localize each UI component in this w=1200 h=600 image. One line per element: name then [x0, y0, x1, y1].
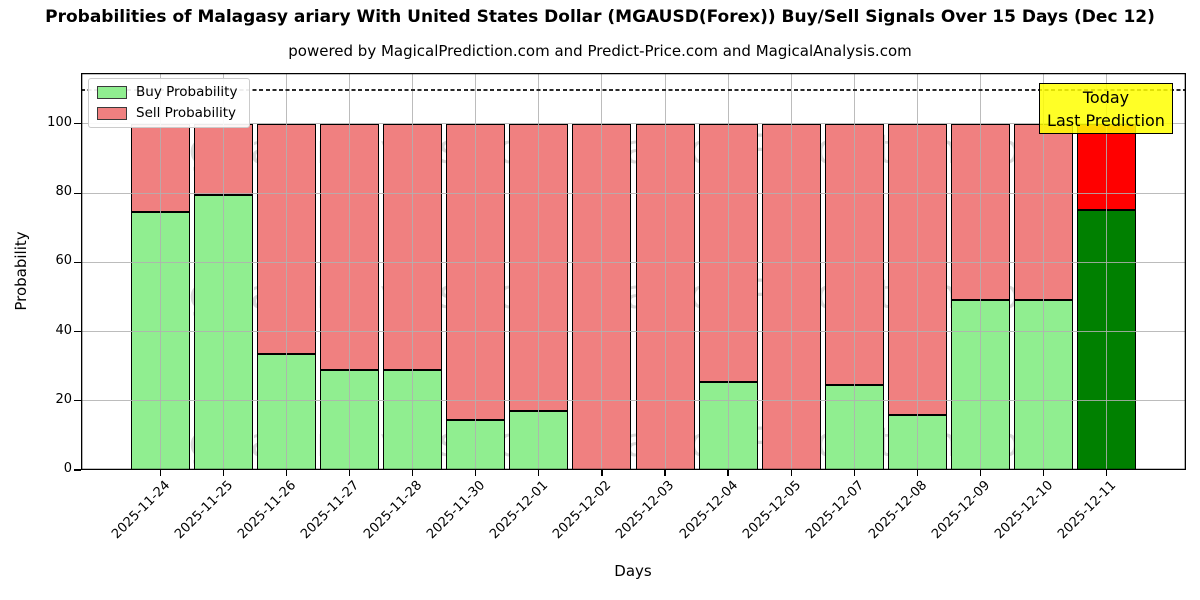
- x-tick-mark: [412, 470, 414, 476]
- gridline-vertical: [223, 73, 225, 470]
- x-tick-label-text: 2025-11-30: [424, 478, 489, 543]
- y-tick-mark: [74, 123, 81, 125]
- today-annotation-line1: Today: [1082, 87, 1130, 107]
- legend-swatch-sell-icon: [97, 106, 127, 120]
- x-tick-mark: [222, 470, 225, 476]
- x-tick-mark: [159, 470, 162, 476]
- y-tick-label: 40: [55, 322, 72, 338]
- y-tick-label: 20: [55, 391, 72, 407]
- cutoff-dashed-line: [81, 89, 1186, 91]
- gridline-vertical: [160, 73, 162, 470]
- gridline-vertical: [1042, 73, 1044, 470]
- gridline-vertical: [475, 73, 477, 470]
- x-tick-label-text: 2025-12-08: [865, 478, 930, 543]
- x-tick-mark: [286, 470, 288, 476]
- x-tick-label-text: 2025-12-02: [550, 478, 615, 543]
- y-tick-mark: [74, 261, 81, 263]
- gridline-horizontal: [81, 331, 1186, 333]
- gridline-vertical: [979, 73, 981, 470]
- chart-subtitle: powered by MagicalPrediction.com and Pre…: [288, 42, 912, 60]
- legend-item-sell: Sell Probability: [97, 105, 237, 121]
- gridline-vertical: [538, 73, 540, 470]
- x-tick-mark: [979, 470, 981, 476]
- today-annotation: Today Last Prediction: [1039, 83, 1173, 134]
- x-tick-mark: [1042, 470, 1044, 476]
- gridline-vertical: [853, 73, 855, 470]
- gridline-horizontal: [81, 123, 1186, 125]
- chart-title: Probabilities of Malagasy ariary With Un…: [45, 7, 1155, 27]
- y-tick-mark: [74, 330, 81, 333]
- y-tick-label: 80: [55, 184, 72, 200]
- x-tick-mark: [853, 470, 855, 476]
- y-tick-mark: [74, 400, 81, 402]
- x-tick-label-text: 2025-12-10: [991, 478, 1057, 543]
- x-tick-mark: [1105, 470, 1108, 476]
- x-tick-label-text: 2025-12-01: [487, 478, 552, 543]
- gridline-vertical: [601, 73, 603, 470]
- legend: Buy Probability Sell Probability: [88, 78, 251, 128]
- y-tick-label: 100: [47, 114, 72, 130]
- x-tick-label-text: 2025-11-27: [298, 478, 363, 543]
- plot-area: MagicalAnalysis.com MagicalPrediction.co…: [81, 73, 1186, 470]
- x-tick-label-text: 2025-12-04: [676, 478, 741, 543]
- gridline-vertical: [412, 73, 414, 470]
- x-tick-label-text: 2025-11-28: [361, 478, 426, 543]
- x-tick-label-text: 2025-11-26: [235, 478, 300, 543]
- x-tick-label-text: 2025-12-05: [739, 478, 804, 543]
- x-axis-label: Days: [614, 562, 652, 580]
- gridline-horizontal: [81, 400, 1186, 402]
- x-tick-mark: [538, 470, 540, 476]
- x-tick-label-text: 2025-12-03: [613, 478, 678, 543]
- x-tick-mark: [727, 470, 729, 476]
- gridline-horizontal: [81, 192, 1186, 194]
- x-tick-mark: [664, 470, 666, 476]
- x-tick-mark: [916, 470, 918, 476]
- x-tick-label-text: 2025-12-11: [1055, 478, 1120, 543]
- gridline-horizontal: [81, 261, 1186, 263]
- legend-swatch-buy-icon: [97, 85, 127, 99]
- legend-label-buy: Buy Probability: [136, 84, 238, 100]
- y-tick-mark: [74, 192, 81, 194]
- x-tick-label-text: 2025-12-07: [802, 478, 867, 543]
- y-tick-mark: [74, 469, 81, 471]
- x-tick-label-text: 2025-11-24: [109, 478, 174, 543]
- today-annotation-line2: Last Prediction: [1047, 110, 1165, 130]
- gridline-vertical: [727, 73, 729, 470]
- gridline-vertical: [916, 73, 918, 470]
- x-tick-mark: [601, 470, 603, 476]
- x-tick-mark: [790, 470, 792, 476]
- x-tick-label-text: 2025-12-09: [928, 478, 993, 543]
- x-tick-mark: [349, 470, 351, 476]
- x-tick-label-text: 2025-11-25: [172, 478, 237, 543]
- legend-item-buy: Buy Probability: [97, 84, 237, 100]
- legend-label-sell: Sell Probability: [136, 105, 237, 121]
- gridline-vertical: [790, 73, 792, 470]
- gridline-vertical: [1105, 73, 1107, 470]
- y-tick-label: 60: [55, 253, 72, 269]
- gridline-vertical: [286, 73, 288, 470]
- gridline-vertical: [349, 73, 351, 470]
- x-tick-mark: [475, 470, 477, 476]
- y-tick-label: 0: [63, 461, 72, 476]
- gridline-vertical: [664, 73, 666, 470]
